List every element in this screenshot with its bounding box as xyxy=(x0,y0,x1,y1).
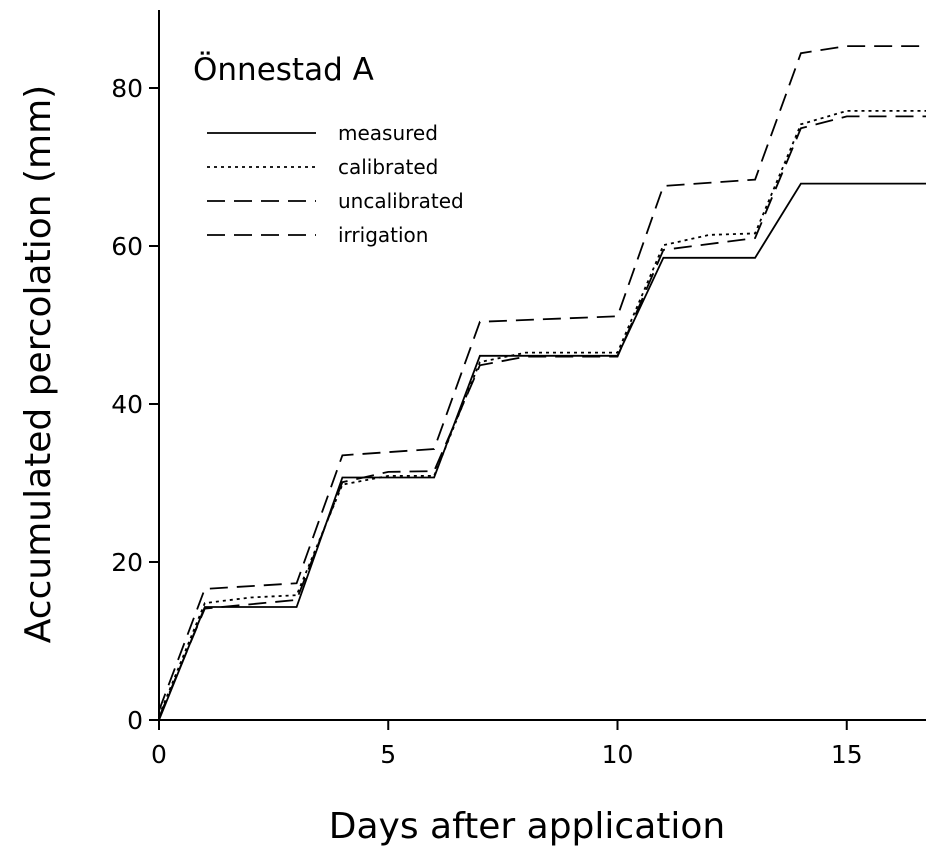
x-tick-label: 0 xyxy=(151,740,167,769)
x-tick-label: 5 xyxy=(380,740,396,769)
y-tick-label: 20 xyxy=(111,548,143,577)
y-tick-label: 80 xyxy=(111,74,143,103)
series-line-irrigation xyxy=(158,115,926,718)
legend-label-uncalibrated: uncalibrated xyxy=(338,189,464,213)
legend-label-irrigation: irrigation xyxy=(338,223,428,247)
legend-label-measured: measured xyxy=(338,121,438,145)
y-tick-label: 60 xyxy=(111,232,143,261)
series-line-uncalibrated xyxy=(158,45,926,711)
y-tick-label: 0 xyxy=(127,706,143,735)
chart-title: Önnestad A xyxy=(193,51,374,88)
x-tick-label: 10 xyxy=(602,740,634,769)
series-line-measured xyxy=(158,182,926,721)
legend: measured calibrated uncalibrated irrigation xyxy=(207,121,464,247)
series-layer xyxy=(158,45,926,721)
x-tick-label: 15 xyxy=(831,740,863,769)
legend-label-calibrated: calibrated xyxy=(338,155,438,179)
y-tick-label: 40 xyxy=(111,390,143,419)
x-axis-title: Days after application xyxy=(329,806,725,847)
series-line-calibrated xyxy=(158,110,926,717)
axes: 0 20 40 60 80 0 5 10 15 xyxy=(111,10,926,769)
y-axis-title: Accumulated percolation (mm) xyxy=(18,85,59,643)
